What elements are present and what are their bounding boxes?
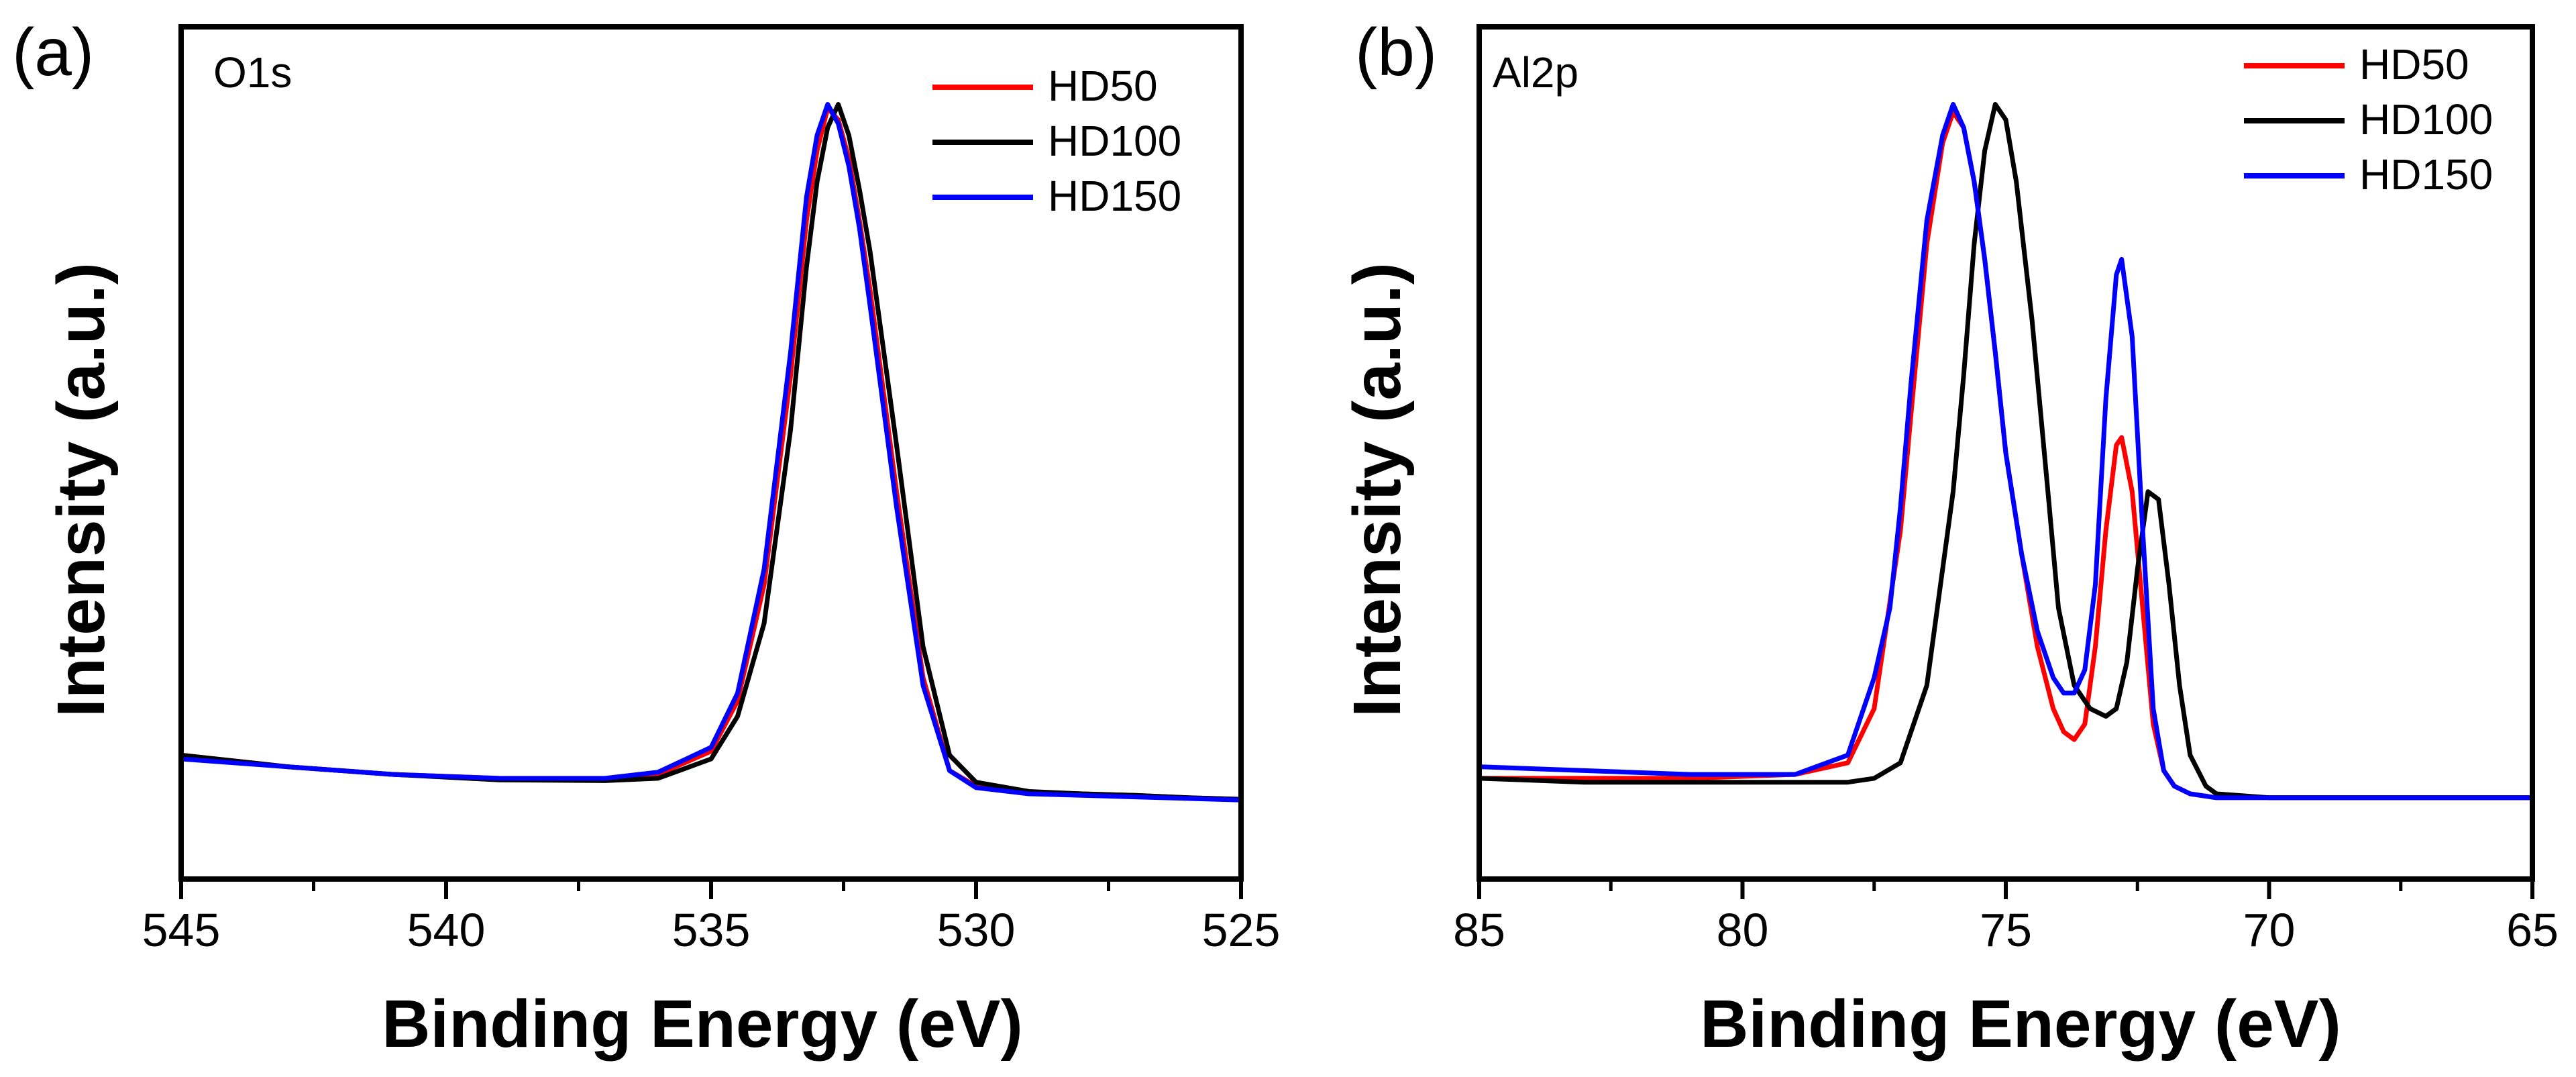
panel-a-x-tick-label: 545 [142, 904, 221, 956]
panel-b-legend: HD50 HD100 HD150 [2244, 40, 2493, 199]
panel-a-plot-area: 545 540 535 530 525 O1s HD50 HD100 HD150 [142, 24, 1281, 956]
panel-b-x-tick-label: 85 [1453, 904, 1505, 956]
panel-a-x-tick-label: 540 [407, 904, 486, 956]
panel-b-series-hd150-line [1479, 102, 2532, 801]
panel-a-legend: HD50 HD100 HD150 [932, 62, 1181, 220]
panel-b-label: (b) [1355, 15, 1437, 90]
panel-a-legend-label-hd150: HD150 [1048, 172, 1181, 220]
panel-a-x-tick-label: 525 [1202, 904, 1281, 956]
panel-a-x-tick-label: 530 [937, 904, 1016, 956]
panel-a-label: (a) [12, 15, 94, 90]
panel-a-series-hd150-line [181, 102, 1241, 803]
panel-b-plot-area: 85 80 75 70 65 Al2p HD50 HD100 HD150 [1453, 24, 2559, 956]
panel-b-series-hd100-line [1479, 102, 2532, 801]
panel-b-legend-label-hd50: HD50 [2359, 40, 2469, 89]
panel-b-x-tick-label: 70 [2243, 904, 2296, 956]
panel-b-peak-label: Al2p [1493, 48, 1578, 97]
panel-b-y-axis-title: Intensity (a.u.) [1340, 262, 1415, 717]
panel-a: (a) Intensity (a.u.) Binding Energy (eV)… [12, 15, 1280, 1062]
panel-b: (b) Intensity (a.u.) Binding Energy (eV)… [1340, 15, 2559, 1062]
panel-a-legend-label-hd50: HD50 [1048, 62, 1158, 110]
panel-a-peak-label: O1s [213, 48, 292, 97]
panel-a-y-axis-title: Intensity (a.u.) [44, 262, 119, 717]
panel-b-legend-label-hd100: HD100 [2359, 95, 2493, 144]
panel-b-x-tick-label: 80 [1717, 904, 1769, 956]
panel-a-x-axis-title: Binding Energy (eV) [382, 986, 1023, 1062]
panel-b-legend-label-hd150: HD150 [2359, 150, 2493, 199]
panel-b-x-tick-label: 75 [1980, 904, 2032, 956]
panel-a-x-tick-label: 535 [672, 904, 751, 956]
panel-b-x-tick-label: 65 [2506, 904, 2559, 956]
panel-b-x-axis-title: Binding Energy (eV) [1700, 986, 2341, 1062]
panel-a-legend-label-hd100: HD100 [1048, 117, 1181, 165]
